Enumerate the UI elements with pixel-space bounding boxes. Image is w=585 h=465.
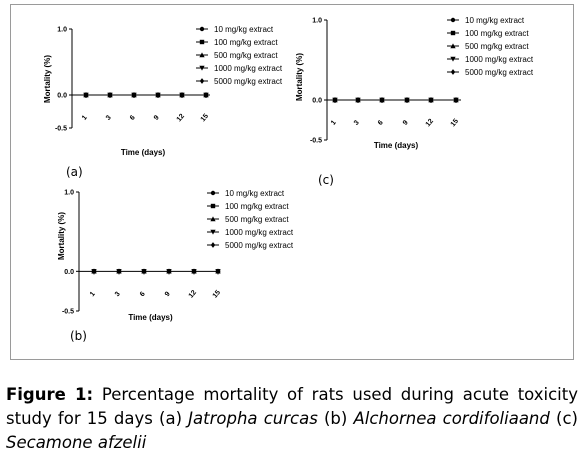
data-point [155,92,161,98]
x-tick-label: 6 [129,114,137,122]
x-axis-label: Time (days) [374,141,419,150]
data-point [332,97,338,103]
legend-label: 10 mg/kg extract [225,189,285,198]
x-tick-label: 3 [353,119,361,127]
legend-marker [210,216,216,222]
y-tick-label: -0.5 [55,126,67,133]
caption-label: Figure 1: [6,385,94,404]
x-tick-label: 15 [212,289,222,300]
y-axis-label: Mortality (%) [295,53,304,101]
caption-text-3: (c) [549,409,578,428]
data-point [191,268,197,275]
legend-marker [199,78,205,84]
legend-label: 10 mg/kg extract [214,25,274,34]
x-axis-label: Time (days) [128,313,173,322]
caption-species-c: Secamone afzelii [6,433,147,452]
panel-label: (c) [318,173,334,187]
data-point [215,268,221,275]
x-tick-label: 1 [81,114,89,122]
legend-marker [450,56,456,62]
legend-marker [199,65,205,71]
y-tick-label: -0.5 [310,138,322,145]
legend-label: 1000 mg/kg extract [225,228,294,237]
legend-label: 1000 mg/kg extract [214,64,283,73]
data-point [453,97,459,103]
x-tick-label: 3 [105,114,113,122]
legend-marker [199,26,205,32]
data-point [141,268,147,275]
chart-panel-0: 1.0 0.0 -0.5 1 3 6 9 12 15 Mortality (%) Time (day… [43,25,283,179]
x-tick-label: 15 [200,113,210,124]
x-tick-label: 15 [450,118,460,129]
legend-marker [210,203,216,209]
legend-label: 5000 mg/kg extract [465,68,534,77]
y-tick-label: 1.0 [64,190,74,197]
data-point [379,97,385,103]
y-axis-label: Mortality (%) [43,55,52,103]
legend-marker [210,190,216,196]
y-tick-label: 1.0 [312,18,322,25]
y-tick-label: -0.5 [62,309,74,316]
y-tick-label: 0.0 [64,269,74,276]
chart-panel-2: 1.0 0.0 -0.5 1 3 6 9 12 15 Mortality (%) Time (day… [295,16,534,187]
chart-panel-1: 1.0 0.0 -0.5 1 3 6 9 12 15 Mortality (%) Time (day… [57,189,294,343]
data-point [107,92,113,98]
figure-frame [10,4,574,360]
legend-marker [450,43,456,49]
y-tick-label: 1.0 [57,27,67,34]
y-axis-label: Mortality (%) [57,212,66,260]
x-tick-label: 9 [164,291,172,299]
x-tick-label: 9 [153,114,161,122]
data-point [91,268,97,275]
y-tick-label: 0.0 [57,93,67,100]
x-tick-label: 3 [114,291,122,299]
panel-label: (b) [70,329,87,343]
legend-marker [450,17,456,23]
legend-label: 100 mg/kg extract [214,38,278,47]
data-point [179,92,185,98]
x-tick-label: 1 [330,119,338,127]
caption-text-2: (b) [317,409,354,428]
legend-marker [210,229,216,235]
legend-marker [450,69,456,75]
data-point [83,92,89,98]
data-point [404,97,410,103]
legend-marker [450,30,456,36]
data-point [131,92,137,98]
legend-label: 1000 mg/kg extract [465,55,534,64]
legend-label: 500 mg/kg extract [225,215,289,224]
data-point [203,92,209,98]
panel-label: (a) [66,165,83,179]
data-point [116,268,122,275]
x-axis-label: Time (days) [121,148,166,157]
caption-text-1: Percentage mortality of rats used during… [6,385,579,428]
legend-marker [199,52,205,58]
data-point [428,97,434,103]
x-tick-label: 9 [402,119,410,127]
legend-label: 5000 mg/kg extract [225,241,294,250]
caption-species-b: Alchornea cordifoliaand [353,409,550,428]
data-point [166,268,172,275]
legend-label: 500 mg/kg extract [465,42,529,51]
x-tick-label: 12 [188,289,198,300]
legend-label: 5000 mg/kg extract [214,77,283,86]
legend-marker [199,39,205,45]
x-tick-label: 6 [139,291,147,299]
legend-marker [210,242,216,248]
x-tick-label: 12 [425,118,435,129]
data-point [355,97,361,103]
x-tick-label: 6 [377,119,385,127]
caption-species-a: Jatropha curcas [188,409,318,428]
x-tick-label: 1 [89,291,97,299]
legend-label: 100 mg/kg extract [225,202,289,211]
legend-label: 100 mg/kg extract [465,29,529,38]
legend-label: 10 mg/kg extract [465,16,525,25]
figure-caption: Figure 1: Percentage mortality of rats u… [6,383,578,455]
x-tick-label: 12 [176,113,186,124]
y-tick-label: 0.0 [312,98,322,105]
legend-label: 500 mg/kg extract [214,51,278,60]
